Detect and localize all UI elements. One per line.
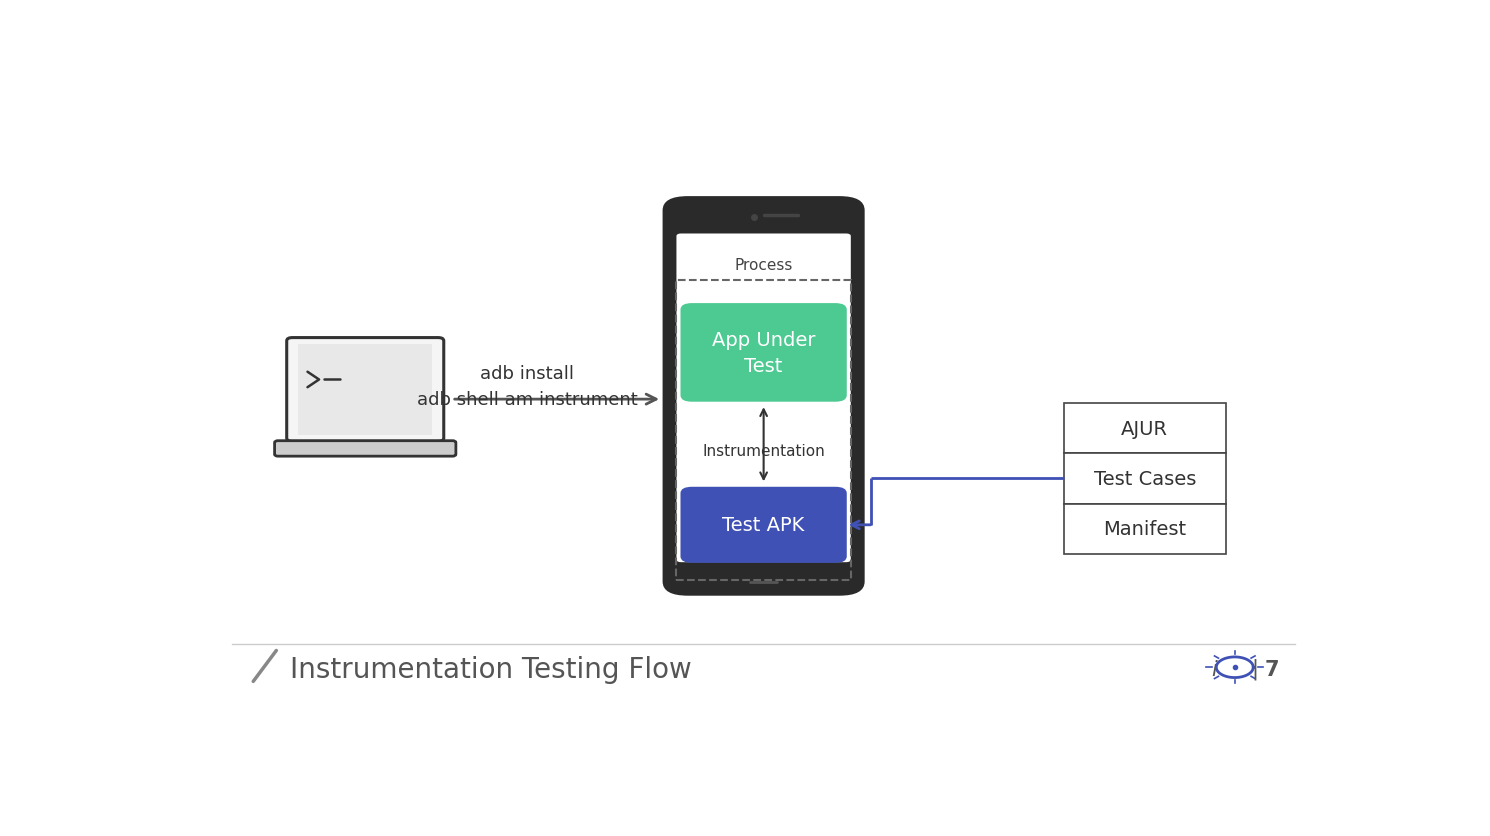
Text: adb shell am instrument: adb shell am instrument [417,390,638,409]
Bar [1064,504,1225,554]
FancyBboxPatch shape [663,196,864,596]
Text: adb install: adb install [480,364,574,383]
Bar [676,281,851,580]
Text: 7: 7 [1265,659,1278,679]
Bar [1064,454,1225,504]
Text: |: | [1252,658,1258,680]
Text: App Under
Test: App Under Test [712,330,815,375]
Text: Instrumentation Testing Flow: Instrumentation Testing Flow [291,655,691,683]
Text: AJUR: AJUR [1120,419,1168,438]
Text: i: i [1211,659,1217,679]
Text: Manifest: Manifest [1103,519,1186,538]
Text: Instrumentation: Instrumentation [702,444,825,459]
FancyBboxPatch shape [274,441,456,456]
FancyBboxPatch shape [286,339,444,441]
Bar [1064,404,1225,454]
Bar [298,344,432,436]
Text: Test APK: Test APK [723,516,805,535]
Text: Process: Process [735,257,793,273]
FancyBboxPatch shape [681,487,846,563]
FancyBboxPatch shape [676,234,851,563]
Text: Test Cases: Test Cases [1094,469,1196,488]
FancyBboxPatch shape [681,303,846,402]
